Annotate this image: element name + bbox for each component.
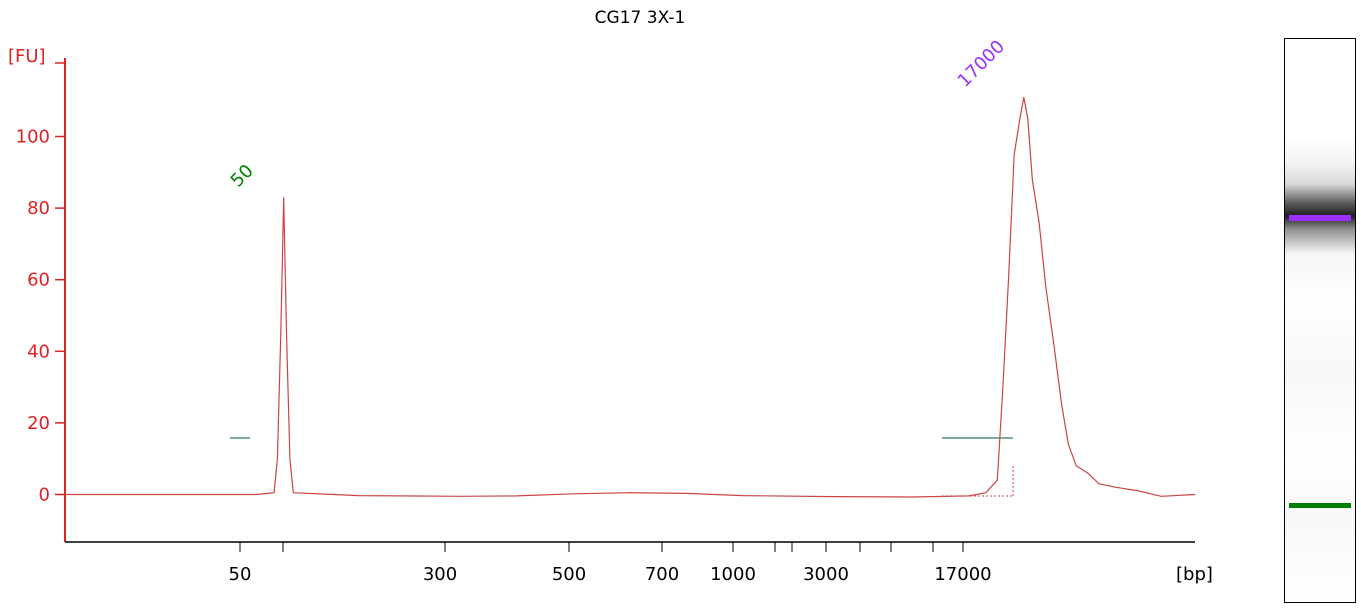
y-axis-label: [FU]	[8, 46, 46, 67]
chart-title: CG17 3X-1	[595, 8, 686, 28]
x-ticks: 50 300 500 700 1000 3000 17000	[229, 542, 992, 585]
gel-band-high-marker	[1289, 215, 1351, 221]
x-tick-label: 700	[645, 564, 679, 585]
gel-lane	[1284, 38, 1356, 603]
y-tick-label: 40	[27, 341, 50, 362]
x-tick-label: 500	[552, 564, 586, 585]
gel-band-low-marker	[1289, 503, 1351, 508]
x-tick-label: 50	[229, 564, 252, 585]
x-tick-label: 3000	[803, 564, 849, 585]
x-axis-label: [bp]	[1176, 564, 1213, 585]
y-tick-label: 20	[27, 413, 50, 434]
y-tick-label: 0	[39, 485, 50, 506]
peak-baselines	[230, 437, 1014, 497]
x-tick-label: 1000	[710, 564, 756, 585]
y-ticks: 0 20 40 60 80 100	[16, 62, 65, 506]
y-tick-label: 100	[16, 127, 50, 148]
y-tick-label: 80	[27, 198, 50, 219]
x-tick-label: 17000	[934, 564, 991, 585]
x-tick-label: 300	[423, 564, 457, 585]
peak-label-17000: 17000	[954, 36, 1009, 91]
trace-line	[65, 96, 1196, 498]
peak-label-50: 50	[227, 160, 258, 191]
y-tick-label: 60	[27, 270, 50, 291]
